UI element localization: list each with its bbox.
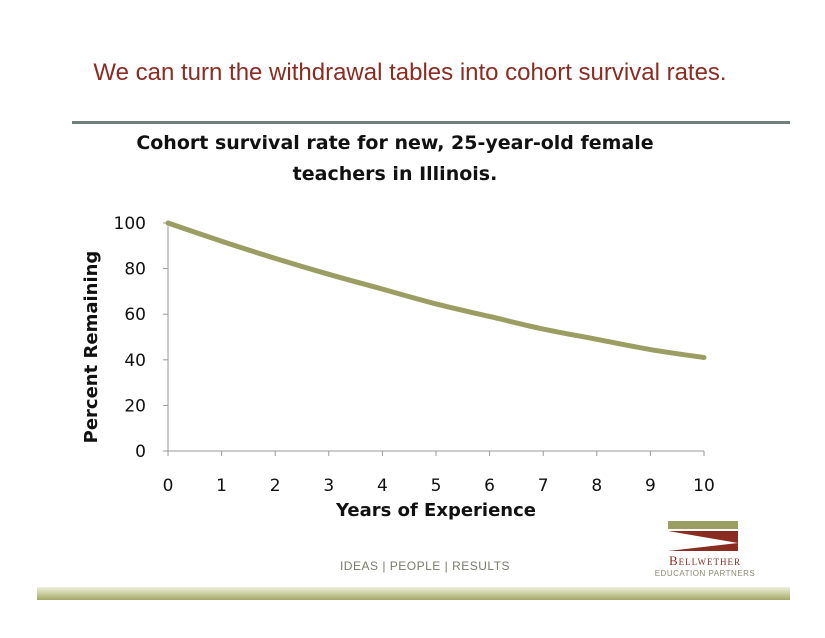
x-axis-ticks: 0 1 2 3 4 5 6 7 8 9 10: [163, 451, 715, 496]
x-tick-label: 4: [377, 476, 388, 496]
y-tick-label: 40: [124, 351, 146, 371]
series-line: [165, 220, 707, 361]
x-tick-label: 9: [645, 476, 656, 496]
footer-tagline: IDEAS | PEOPLE | RESULTS: [339, 559, 511, 573]
x-tick-label: 1: [216, 476, 227, 496]
y-tick-label: 20: [124, 396, 146, 416]
y-tick-label: 60: [124, 305, 146, 325]
x-tick-label: 3: [323, 476, 334, 496]
logo-name: Bellwether: [669, 553, 741, 568]
title-divider: [72, 121, 790, 124]
x-axis-label: Years of Experience: [335, 500, 536, 521]
y-tick-label: 100: [114, 214, 146, 234]
series-layer: [165, 220, 707, 361]
x-tick-label: 10: [693, 476, 715, 496]
x-tick-label: 8: [591, 476, 602, 496]
footer-bar: [37, 587, 790, 600]
x-tick-label: 5: [431, 476, 442, 496]
slide-title: We can turn the withdrawal tables into c…: [93, 59, 727, 86]
x-tick-label: 2: [270, 476, 281, 496]
chart-title: Cohort survival rate for new, 25-year-ol…: [136, 132, 654, 185]
y-tick-label: 0: [135, 442, 146, 462]
x-tick-label: 6: [484, 476, 495, 496]
y-tick-label: 80: [124, 260, 146, 280]
bellwether-logo-icon: [668, 521, 738, 551]
y-axis-ticks: 0 20 40 60 80 100: [114, 214, 168, 462]
line-chart: 0 20 40 60 80 100 0 1 2 3 4 5 6 7 8 9 10 Years of Exper…: [81, 214, 715, 521]
y-axis-label: Percent Remaining: [81, 251, 102, 444]
logo-subtitle: EDUCATION PARTNERS: [654, 569, 756, 578]
x-tick-label: 7: [538, 476, 549, 496]
x-tick-label: 0: [163, 476, 174, 496]
